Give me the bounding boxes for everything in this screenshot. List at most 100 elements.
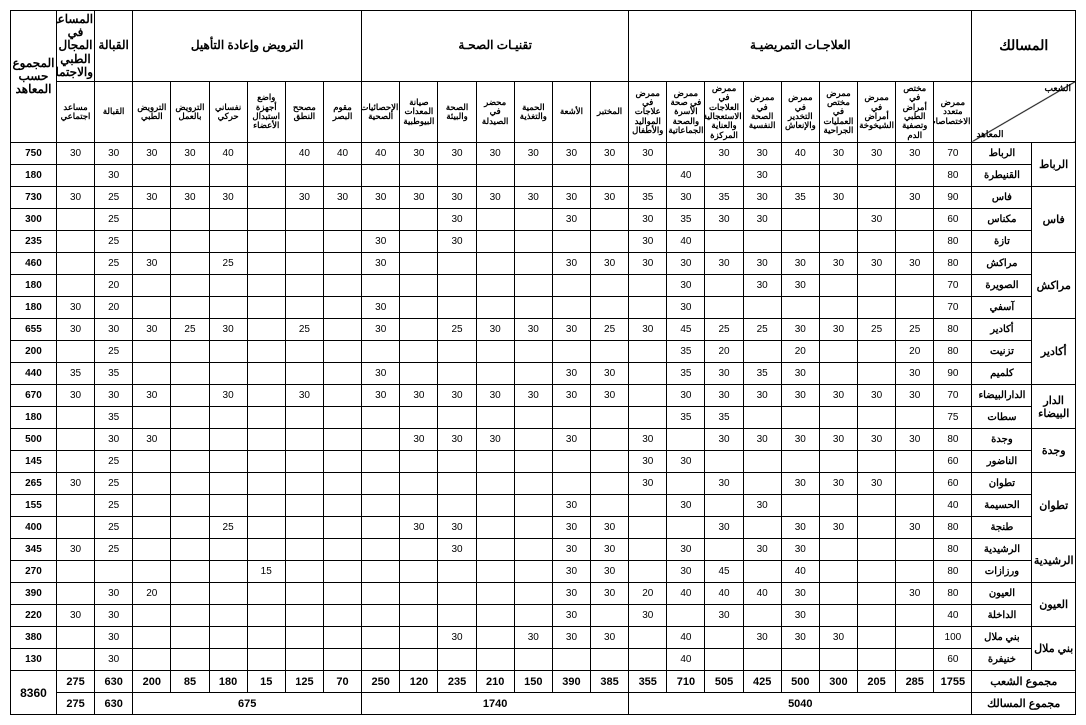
cell — [438, 561, 476, 583]
cell: 100 — [934, 627, 972, 649]
cell — [323, 473, 361, 495]
cell — [362, 341, 400, 363]
cell — [247, 539, 285, 561]
cell — [629, 495, 667, 517]
cell — [362, 473, 400, 495]
cell: 30 — [438, 429, 476, 451]
cell — [705, 275, 743, 297]
cell — [400, 253, 438, 275]
row-total: 155 — [11, 495, 57, 517]
cell — [285, 649, 323, 671]
cell — [438, 451, 476, 473]
cell: 35 — [629, 187, 667, 209]
cell: 25 — [209, 517, 247, 539]
col-total: 200 — [133, 671, 171, 693]
cell: 30 — [95, 429, 133, 451]
cell — [743, 561, 781, 583]
cell — [171, 517, 209, 539]
cell — [285, 473, 323, 495]
cell: 30 — [552, 517, 590, 539]
cell: 30 — [781, 275, 819, 297]
col-total: 1755 — [934, 671, 972, 693]
cell — [171, 209, 209, 231]
cell — [552, 341, 590, 363]
cell — [56, 253, 94, 275]
cell: 30 — [171, 187, 209, 209]
row-label: آسفي — [972, 297, 1032, 319]
cell — [171, 165, 209, 187]
cell: 30 — [629, 429, 667, 451]
cell — [362, 583, 400, 605]
row-label: العيون — [972, 583, 1032, 605]
cell: 45 — [705, 561, 743, 583]
cell — [400, 165, 438, 187]
cell: 30 — [667, 539, 705, 561]
cell: 35 — [705, 187, 743, 209]
table-row: فاسفاس9030303530353035303030303030303030… — [11, 187, 1076, 209]
cell — [476, 275, 514, 297]
cell — [705, 451, 743, 473]
row-total: 670 — [11, 385, 57, 407]
row-label: تازة — [972, 231, 1032, 253]
cell — [629, 517, 667, 539]
cell — [667, 473, 705, 495]
row-total: 200 — [11, 341, 57, 363]
cell — [362, 627, 400, 649]
row-total: 180 — [11, 407, 57, 429]
cell — [896, 209, 934, 231]
cell — [476, 649, 514, 671]
cell — [285, 407, 323, 429]
cell — [209, 561, 247, 583]
cell: 30 — [476, 187, 514, 209]
cell: 30 — [667, 297, 705, 319]
cell — [323, 341, 361, 363]
cell — [209, 539, 247, 561]
cell — [247, 473, 285, 495]
cell — [56, 561, 94, 583]
col-total: 300 — [819, 671, 857, 693]
cell — [667, 429, 705, 451]
cell — [514, 407, 552, 429]
table-row: الصويرة7030303020180 — [11, 275, 1076, 297]
cell: 30 — [476, 143, 514, 165]
subheader-22: القبالة — [95, 81, 133, 142]
cell: 30 — [896, 363, 934, 385]
cell: 30 — [552, 209, 590, 231]
cell: 30 — [552, 429, 590, 451]
cell — [56, 649, 94, 671]
cell — [323, 297, 361, 319]
row-total: 730 — [11, 187, 57, 209]
cell: 30 — [819, 473, 857, 495]
cell: 60 — [934, 451, 972, 473]
cell: 30 — [591, 385, 629, 407]
cell — [476, 253, 514, 275]
cell — [56, 495, 94, 517]
cell: 30 — [95, 605, 133, 627]
cell — [400, 363, 438, 385]
cell: 30 — [781, 363, 819, 385]
cell — [247, 627, 285, 649]
row-label: الحسيمة — [972, 495, 1032, 517]
subheader-15: الإحصائيات الصحية — [362, 81, 400, 142]
cell — [171, 495, 209, 517]
cell — [247, 495, 285, 517]
cell — [323, 253, 361, 275]
cell — [323, 363, 361, 385]
cell — [209, 231, 247, 253]
row-label: الدارالبيضاء — [972, 385, 1032, 407]
cell — [247, 165, 285, 187]
cell — [247, 319, 285, 341]
cell — [285, 231, 323, 253]
row-label: الرباط — [972, 143, 1032, 165]
cell: 30 — [362, 187, 400, 209]
cell: 25 — [95, 341, 133, 363]
cell: 25 — [209, 253, 247, 275]
cell — [400, 539, 438, 561]
cell — [629, 385, 667, 407]
cell: 30 — [629, 451, 667, 473]
cell — [476, 363, 514, 385]
cell: 30 — [362, 231, 400, 253]
cell — [629, 165, 667, 187]
cell — [133, 517, 171, 539]
cell: 30 — [552, 627, 590, 649]
